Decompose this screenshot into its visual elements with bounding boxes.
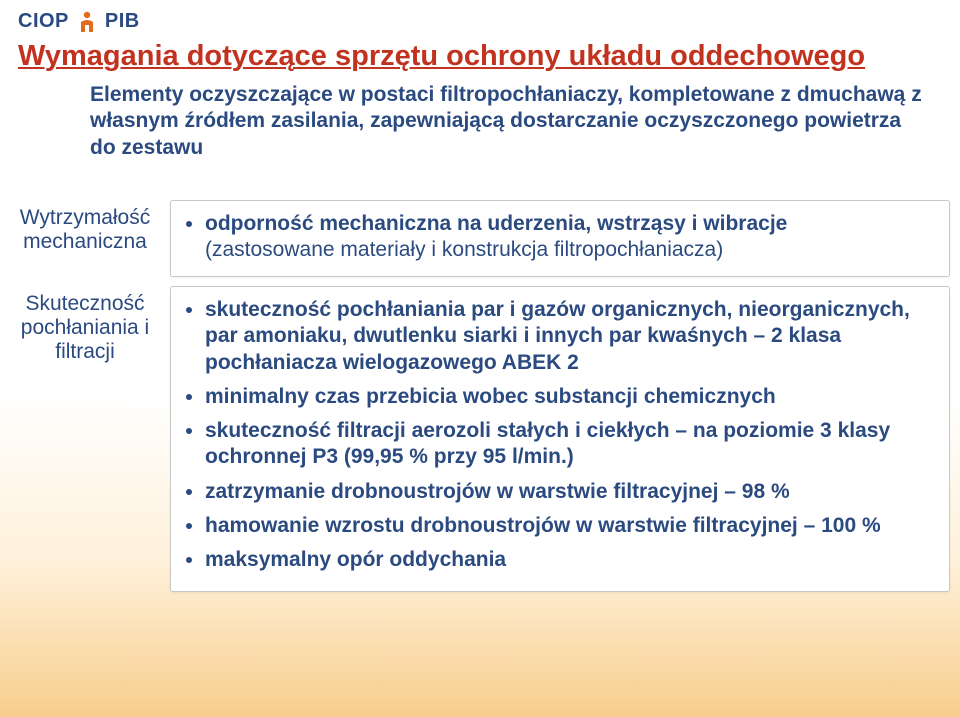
- intro-text: Elementy oczyszczające w postaci filtrop…: [90, 82, 930, 161]
- list-item: skuteczność filtracji aerozoli stałych i…: [205, 418, 935, 471]
- list-item: hamowanie wzrostu drobnoustrojów w warst…: [205, 513, 935, 539]
- section-label-1: Wytrzymałość mechaniczna: [0, 200, 170, 277]
- section-row-2: Skuteczność pochłaniania i filtracji sku…: [0, 286, 950, 592]
- logo-ciop-text: CIOP: [18, 10, 69, 33]
- logo-pib-text: PIB: [105, 10, 140, 33]
- section-row-1: Wytrzymałość mechaniczna odporność mecha…: [0, 200, 950, 277]
- list-item: zatrzymanie drobnoustrojów w warstwie fi…: [205, 479, 935, 505]
- logo-person-icon: [77, 11, 97, 33]
- list-item-sub: (zastosowane materiały i konstrukcja fil…: [205, 237, 935, 263]
- list-item-text: odporność mechaniczna na uderzenia, wstr…: [205, 212, 787, 235]
- list-item: minimalny czas przebicia wobec substancj…: [205, 384, 935, 410]
- content-box-2: skuteczność pochłaniania par i gazów org…: [170, 286, 950, 592]
- section-content-2: skuteczność pochłaniania par i gazów org…: [170, 286, 950, 592]
- page-title: Wymagania dotyczące sprzętu ochrony ukła…: [18, 40, 940, 73]
- content-box-1: odporność mechaniczna na uderzenia, wstr…: [170, 200, 950, 277]
- section-label-2: Skuteczność pochłaniania i filtracji: [0, 286, 170, 592]
- list-item: maksymalny opór oddychania: [205, 547, 935, 573]
- brand-logo: CIOP PIB: [18, 10, 140, 33]
- list-item: odporność mechaniczna na uderzenia, wstr…: [205, 211, 935, 264]
- section-content-1: odporność mechaniczna na uderzenia, wstr…: [170, 200, 950, 277]
- list-item: skuteczność pochłaniania par i gazów org…: [205, 297, 935, 376]
